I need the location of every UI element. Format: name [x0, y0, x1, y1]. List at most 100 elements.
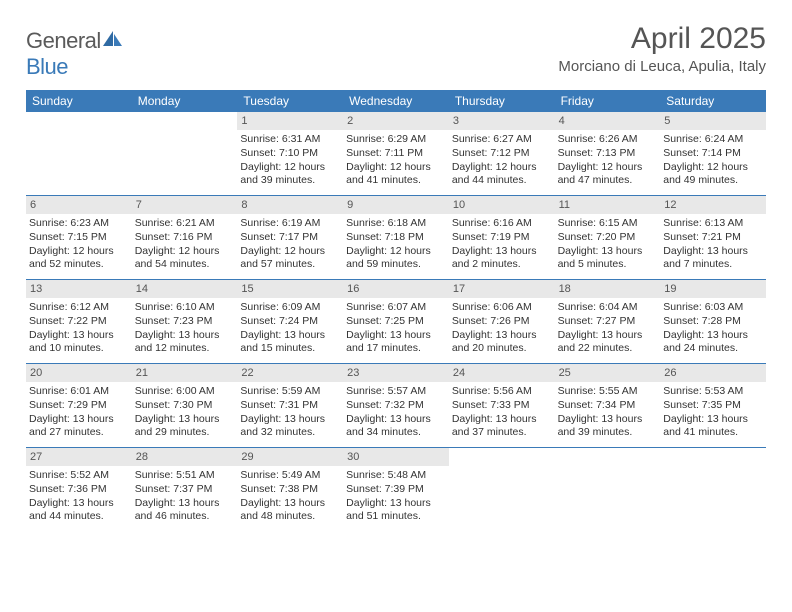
daylight-text: Daylight: 13 hours: [452, 413, 552, 427]
day-cell: 13 Sunrise: 6:12 AMSunset: 7:22 PMDayligh…: [26, 280, 132, 363]
day-header-row: SundayMondayTuesdayWednesdayThursdayFrid…: [26, 90, 766, 112]
day-header: Saturday: [660, 90, 766, 112]
daylight-text: and 37 minutes.: [452, 426, 552, 440]
sunrise-text: Sunrise: 5:55 AM: [558, 385, 658, 399]
sunset-text: Sunset: 7:20 PM: [558, 231, 658, 245]
sunrise-text: Sunrise: 6:07 AM: [346, 301, 446, 315]
sunrise-text: Sunrise: 6:01 AM: [29, 385, 129, 399]
day-cell: 10Sunrise: 6:16 AMSunset: 7:19 PMDayligh…: [449, 196, 555, 279]
day-cell: 14 Sunrise: 6:10 AMSunset: 7:23 PMDayligh…: [132, 280, 238, 363]
daylight-text: Daylight: 13 hours: [29, 497, 129, 511]
daylight-text: and 39 minutes.: [240, 174, 340, 188]
day-number: 7: [132, 196, 238, 214]
day-number: 29: [237, 448, 343, 466]
day-cell: 15Sunrise: 6:09 AMSunset: 7:24 PMDayligh…: [237, 280, 343, 363]
sunrise-text: Sunrise: 5:51 AM: [135, 469, 235, 483]
week-row: 20Sunrise: 6:01 AMSunset: 7:29 PMDayligh…: [26, 364, 766, 448]
sunset-text: Sunset: 7:26 PM: [452, 315, 552, 329]
title-block: April 2025 Morciano di Leuca, Apulia, It…: [558, 22, 766, 75]
daylight-text: Daylight: 12 hours: [29, 245, 129, 259]
day-number: 16: [343, 280, 449, 298]
day-cell: 8Sunrise: 6:19 AMSunset: 7:17 PMDaylight…: [237, 196, 343, 279]
daylight-text: Daylight: 13 hours: [240, 497, 340, 511]
daylight-text: Daylight: 12 hours: [558, 161, 658, 175]
daylight-text: Daylight: 13 hours: [135, 497, 235, 511]
sunset-text: Sunset: 7:27 PM: [558, 315, 658, 329]
day-cell: 1Sunrise: 6:31 AMSunset: 7:10 PMDaylight…: [237, 112, 343, 195]
day-number: 9: [343, 196, 449, 214]
daylight-text: and 39 minutes.: [558, 426, 658, 440]
day-number: 15: [237, 280, 343, 298]
day-number: 12: [660, 196, 766, 214]
sunrise-text: Sunrise: 6:18 AM: [346, 217, 446, 231]
day-number: 14: [132, 280, 238, 298]
daylight-text: Daylight: 13 hours: [452, 329, 552, 343]
sunset-text: Sunset: 7:32 PM: [346, 399, 446, 413]
day-number: 11: [555, 196, 661, 214]
day-cell: 24Sunrise: 5:56 AMSunset: 7:33 PMDayligh…: [449, 364, 555, 447]
daylight-text: and 54 minutes.: [135, 258, 235, 272]
sunrise-text: Sunrise: 5:52 AM: [29, 469, 129, 483]
day-header: Sunday: [26, 90, 132, 112]
sunrise-text: Sunrise: 6:09 AM: [240, 301, 340, 315]
daylight-text: Daylight: 13 hours: [558, 413, 658, 427]
day-cell: 3Sunrise: 6:27 AMSunset: 7:12 PMDaylight…: [449, 112, 555, 195]
daylight-text: and 17 minutes.: [346, 342, 446, 356]
logo-sail-icon: [102, 28, 124, 46]
logo-text: General Blue: [26, 28, 124, 80]
sunrise-text: Sunrise: 6:16 AM: [452, 217, 552, 231]
daylight-text: and 27 minutes.: [29, 426, 129, 440]
sunrise-text: Sunrise: 6:03 AM: [663, 301, 763, 315]
sunrise-text: Sunrise: 6:15 AM: [558, 217, 658, 231]
daylight-text: Daylight: 13 hours: [135, 329, 235, 343]
day-header: Monday: [132, 90, 238, 112]
daylight-text: and 20 minutes.: [452, 342, 552, 356]
daylight-text: Daylight: 12 hours: [346, 245, 446, 259]
day-number: 13: [26, 280, 132, 298]
sunrise-text: Sunrise: 5:59 AM: [240, 385, 340, 399]
week-row: 6Sunrise: 6:23 AMSunset: 7:15 PMDaylight…: [26, 196, 766, 280]
sunset-text: Sunset: 7:36 PM: [29, 483, 129, 497]
daylight-text: and 41 minutes.: [663, 426, 763, 440]
daylight-text: Daylight: 13 hours: [240, 413, 340, 427]
daylight-text: Daylight: 13 hours: [29, 329, 129, 343]
logo-text-part1: General: [26, 28, 101, 53]
daylight-text: Daylight: 12 hours: [663, 161, 763, 175]
daylight-text: and 12 minutes.: [135, 342, 235, 356]
daylight-text: Daylight: 13 hours: [346, 413, 446, 427]
daylight-text: and 34 minutes.: [346, 426, 446, 440]
day-number: 22: [237, 364, 343, 382]
sunset-text: Sunset: 7:12 PM: [452, 147, 552, 161]
daylight-text: and 24 minutes.: [663, 342, 763, 356]
sunrise-text: Sunrise: 6:12 AM: [29, 301, 129, 315]
day-cell: 12Sunrise: 6:13 AMSunset: 7:21 PMDayligh…: [660, 196, 766, 279]
week-row: 13Sunrise: 6:12 AMSunset: 7:22 PMDayligh…: [26, 280, 766, 364]
sunrise-text: Sunrise: 6:10 AM: [135, 301, 235, 315]
day-cell: 25Sunrise: 5:55 AMSunset: 7:34 PMDayligh…: [555, 364, 661, 447]
sunset-text: Sunset: 7:37 PM: [135, 483, 235, 497]
calendar: SundayMondayTuesdayWednesdayThursdayFrid…: [26, 90, 766, 532]
sunset-text: Sunset: 7:13 PM: [558, 147, 658, 161]
day-cell: 18Sunrise: 6:04 AMSunset: 7:27 PMDayligh…: [555, 280, 661, 363]
daylight-text: and 15 minutes.: [240, 342, 340, 356]
month-title: April 2025: [558, 22, 766, 56]
day-cell: 28Sunrise: 5:51 AMSunset: 7:37 PMDayligh…: [132, 448, 238, 532]
sunrise-text: Sunrise: 6:04 AM: [558, 301, 658, 315]
sunset-text: Sunset: 7:23 PM: [135, 315, 235, 329]
day-number: 30: [343, 448, 449, 466]
daylight-text: and 49 minutes.: [663, 174, 763, 188]
day-header: Friday: [555, 90, 661, 112]
daylight-text: and 46 minutes.: [135, 510, 235, 524]
daylight-text: and 7 minutes.: [663, 258, 763, 272]
sunrise-text: Sunrise: 6:00 AM: [135, 385, 235, 399]
daylight-text: and 59 minutes.: [346, 258, 446, 272]
daylight-text: Daylight: 13 hours: [240, 329, 340, 343]
daylight-text: and 10 minutes.: [29, 342, 129, 356]
day-cell: 2Sunrise: 6:29 AMSunset: 7:11 PMDaylight…: [343, 112, 449, 195]
sunset-text: Sunset: 7:22 PM: [29, 315, 129, 329]
day-number: 26: [660, 364, 766, 382]
day-cell: 4Sunrise: 6:26 AMSunset: 7:13 PMDaylight…: [555, 112, 661, 195]
daylight-text: and 57 minutes.: [240, 258, 340, 272]
daylight-text: and 52 minutes.: [29, 258, 129, 272]
day-cell: 19Sunrise: 6:03 AMSunset: 7:28 PMDayligh…: [660, 280, 766, 363]
